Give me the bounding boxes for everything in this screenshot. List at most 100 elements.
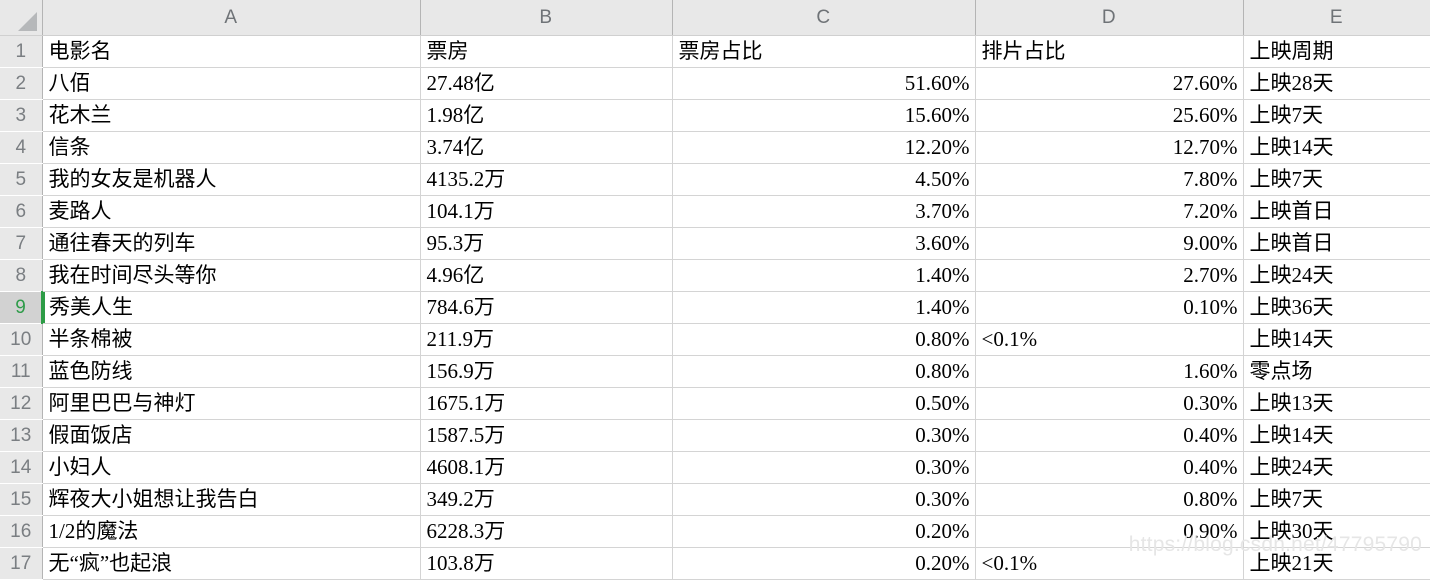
cell-c2[interactable]: 51.60% (672, 67, 976, 100)
row-header-14[interactable]: 14 (0, 451, 43, 484)
column-header-a[interactable]: A (42, 0, 421, 36)
cell-e13[interactable]: 上映14天 (1243, 419, 1430, 452)
row-header-5[interactable]: 5 (0, 163, 43, 196)
row-header-11[interactable]: 11 (0, 355, 43, 388)
cell-c9[interactable]: 1.40% (672, 291, 976, 324)
cell-a17[interactable]: 无“疯”也起浪 (42, 547, 421, 580)
cell-a1[interactable]: 电影名 (42, 35, 421, 68)
row-header-17[interactable]: 17 (0, 547, 43, 580)
cell-b7[interactable]: 95.3万 (420, 227, 673, 260)
cell-d15[interactable]: 0.80% (975, 483, 1244, 516)
cell-d12[interactable]: 0.30% (975, 387, 1244, 420)
cell-e10[interactable]: 上映14天 (1243, 323, 1430, 356)
cell-e15[interactable]: 上映7天 (1243, 483, 1430, 516)
row-header-8[interactable]: 8 (0, 259, 43, 292)
cell-a14[interactable]: 小妇人 (42, 451, 421, 484)
row-header-16[interactable]: 16 (0, 515, 43, 548)
row-header-13[interactable]: 13 (0, 419, 43, 452)
cell-e17[interactable]: 上映21天 (1243, 547, 1430, 580)
column-header-c[interactable]: C (672, 0, 976, 36)
row-header-10[interactable]: 10 (0, 323, 43, 356)
cell-e5[interactable]: 上映7天 (1243, 163, 1430, 196)
cell-d13[interactable]: 0.40% (975, 419, 1244, 452)
cell-c4[interactable]: 12.20% (672, 131, 976, 164)
cell-b15[interactable]: 349.2万 (420, 483, 673, 516)
cell-d17[interactable]: <0.1% (975, 547, 1244, 580)
cell-d3[interactable]: 25.60% (975, 99, 1244, 132)
cell-d16[interactable]: 0.90% (975, 515, 1244, 548)
cell-a2[interactable]: 八佰 (42, 67, 421, 100)
cell-a12[interactable]: 阿里巴巴与神灯 (42, 387, 421, 420)
cell-a13[interactable]: 假面饭店 (42, 419, 421, 452)
cell-e2[interactable]: 上映28天 (1243, 67, 1430, 100)
cell-d6[interactable]: 7.20% (975, 195, 1244, 228)
cell-c13[interactable]: 0.30% (672, 419, 976, 452)
select-all-corner[interactable] (0, 0, 43, 36)
cell-b16[interactable]: 6228.3万 (420, 515, 673, 548)
cell-e6[interactable]: 上映首日 (1243, 195, 1430, 228)
row-header-1[interactable]: 1 (0, 35, 43, 68)
cell-d1[interactable]: 排片占比 (975, 35, 1244, 68)
cell-d7[interactable]: 9.00% (975, 227, 1244, 260)
cell-a10[interactable]: 半条棉被 (42, 323, 421, 356)
cell-b6[interactable]: 104.1万 (420, 195, 673, 228)
cell-a9[interactable]: 秀美人生 (42, 291, 421, 324)
cell-c7[interactable]: 3.60% (672, 227, 976, 260)
cell-e4[interactable]: 上映14天 (1243, 131, 1430, 164)
cell-b4[interactable]: 3.74亿 (420, 131, 673, 164)
cell-c5[interactable]: 4.50% (672, 163, 976, 196)
row-header-4[interactable]: 4 (0, 131, 43, 164)
cell-c6[interactable]: 3.70% (672, 195, 976, 228)
cell-a5[interactable]: 我的女友是机器人 (42, 163, 421, 196)
column-header-d[interactable]: D (975, 0, 1244, 36)
cell-d8[interactable]: 2.70% (975, 259, 1244, 292)
cell-a3[interactable]: 花木兰 (42, 99, 421, 132)
cell-c10[interactable]: 0.80% (672, 323, 976, 356)
cell-c16[interactable]: 0.20% (672, 515, 976, 548)
cell-e8[interactable]: 上映24天 (1243, 259, 1430, 292)
cell-b11[interactable]: 156.9万 (420, 355, 673, 388)
cell-d14[interactable]: 0.40% (975, 451, 1244, 484)
cell-e3[interactable]: 上映7天 (1243, 99, 1430, 132)
cell-e9[interactable]: 上映36天 (1243, 291, 1430, 324)
cell-b10[interactable]: 211.9万 (420, 323, 673, 356)
column-header-b[interactable]: B (420, 0, 673, 36)
row-header-9[interactable]: 9 (0, 291, 43, 324)
column-header-e[interactable]: E (1243, 0, 1430, 36)
cell-a7[interactable]: 通往春天的列车 (42, 227, 421, 260)
cell-a6[interactable]: 麦路人 (42, 195, 421, 228)
cell-a4[interactable]: 信条 (42, 131, 421, 164)
row-header-12[interactable]: 12 (0, 387, 43, 420)
cell-d5[interactable]: 7.80% (975, 163, 1244, 196)
cell-b14[interactable]: 4608.1万 (420, 451, 673, 484)
cell-e14[interactable]: 上映24天 (1243, 451, 1430, 484)
cell-e12[interactable]: 上映13天 (1243, 387, 1430, 420)
cell-d2[interactable]: 27.60% (975, 67, 1244, 100)
cell-a15[interactable]: 辉夜大小姐想让我告白 (42, 483, 421, 516)
row-header-15[interactable]: 15 (0, 483, 43, 516)
cell-b17[interactable]: 103.8万 (420, 547, 673, 580)
cell-c15[interactable]: 0.30% (672, 483, 976, 516)
cell-d11[interactable]: 1.60% (975, 355, 1244, 388)
cell-c12[interactable]: 0.50% (672, 387, 976, 420)
cell-a16[interactable]: 1/2的魔法 (42, 515, 421, 548)
cell-c11[interactable]: 0.80% (672, 355, 976, 388)
cell-b1[interactable]: 票房 (420, 35, 673, 68)
cell-d10[interactable]: <0.1% (975, 323, 1244, 356)
cell-d4[interactable]: 12.70% (975, 131, 1244, 164)
cell-b9[interactable]: 784.6万 (420, 291, 673, 324)
cell-d9[interactable]: 0.10% (975, 291, 1244, 324)
cell-e16[interactable]: 上映30天 (1243, 515, 1430, 548)
cell-b8[interactable]: 4.96亿 (420, 259, 673, 292)
cell-c3[interactable]: 15.60% (672, 99, 976, 132)
cell-c8[interactable]: 1.40% (672, 259, 976, 292)
cell-c1[interactable]: 票房占比 (672, 35, 976, 68)
row-header-6[interactable]: 6 (0, 195, 43, 228)
cell-a11[interactable]: 蓝色防线 (42, 355, 421, 388)
cell-e1[interactable]: 上映周期 (1243, 35, 1430, 68)
row-header-2[interactable]: 2 (0, 67, 43, 100)
cell-b5[interactable]: 4135.2万 (420, 163, 673, 196)
cell-b2[interactable]: 27.48亿 (420, 67, 673, 100)
cell-e7[interactable]: 上映首日 (1243, 227, 1430, 260)
cell-b12[interactable]: 1675.1万 (420, 387, 673, 420)
